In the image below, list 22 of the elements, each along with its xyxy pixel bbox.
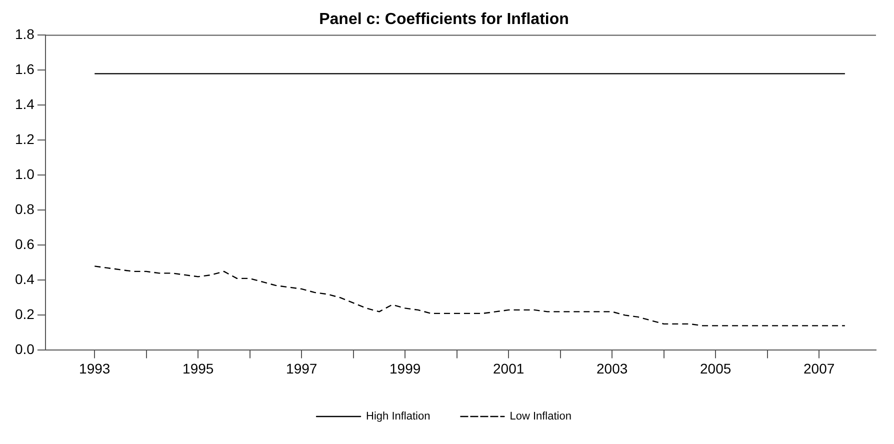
x-tick-label: 1995 xyxy=(182,360,214,376)
y-tick-label: 0.0 xyxy=(14,341,35,358)
y-tick-label: 0.2 xyxy=(14,306,35,322)
x-tick-label: 2007 xyxy=(804,360,835,376)
x-tick-label: 1999 xyxy=(390,360,421,376)
line-series xyxy=(94,266,846,326)
y-tick-label: 1.8 xyxy=(14,26,35,42)
x-tick-label: 2003 xyxy=(596,360,628,376)
y-tick-label: 1.6 xyxy=(14,61,35,78)
legend-label: Low Inflation xyxy=(510,410,572,423)
y-tick-label: 1.0 xyxy=(14,166,35,182)
x-tick-label: 1993 xyxy=(79,360,110,376)
x-tick-label: 1997 xyxy=(286,360,318,376)
y-tick-label: 0.8 xyxy=(14,201,35,218)
x-tick-label: 2001 xyxy=(493,360,524,376)
chart-title: Panel c: Coefficients for Inflation xyxy=(319,11,569,28)
y-tick-label: 1.4 xyxy=(14,96,35,112)
y-tick-label: 1.2 xyxy=(14,131,35,148)
y-tick-label: 0.6 xyxy=(14,236,35,252)
legend-label: High Inflation xyxy=(366,410,430,423)
x-tick-label: 2005 xyxy=(700,360,732,376)
y-tick-label: 0.4 xyxy=(14,271,35,288)
